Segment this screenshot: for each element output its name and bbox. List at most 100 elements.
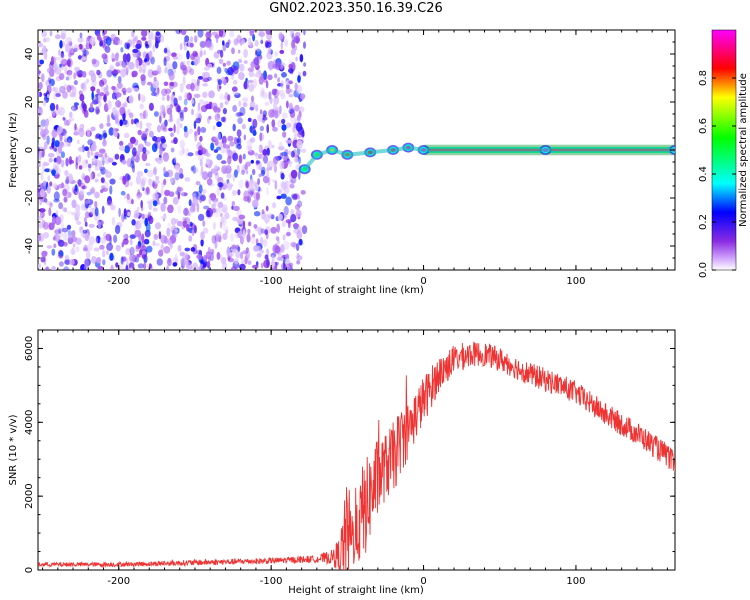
spectrogram-noise-blob: [64, 65, 68, 75]
spectrogram-noise-blob: [297, 226, 302, 232]
spectrogram-noise-blob: [216, 251, 221, 260]
spectrogram-noise-blob: [166, 50, 172, 57]
snr-x-axis-label: Height of straight line (km): [288, 585, 424, 596]
spectrogram-noise-blob: [132, 48, 139, 54]
spectrogram-noise-blob: [141, 233, 145, 243]
spectrogram-noise-blob: [145, 128, 149, 132]
spectrogram-noise-blob: [140, 245, 147, 252]
spectrogram-noise-blob: [80, 203, 87, 211]
spectrogram-noise-blob: [203, 128, 206, 133]
spectrogram-noise-blob: [164, 69, 167, 74]
spectrogram-noise-blob: [63, 232, 68, 241]
spectrogram-noise-blob: [286, 121, 290, 129]
spectrogram-noise-blob: [164, 88, 172, 94]
spectrogram-noise-blob: [183, 106, 188, 113]
spectrogram-noise-blob: [222, 204, 228, 213]
spectrogram-noise-blob: [281, 112, 288, 119]
spectrogram-noise-blob: [152, 207, 158, 212]
spectrogram-noise-blob: [113, 73, 117, 78]
spectrogram-noise-blob: [54, 229, 61, 235]
spectrogram-noise-blob: [201, 189, 207, 194]
spectrogram-noise-blob: [160, 215, 166, 220]
spectrogram-noise-blob: [177, 191, 180, 200]
spectrogram-noise-blob: [262, 110, 267, 117]
spectrogram-noise-blob: [286, 160, 293, 164]
spectrogram-noise-blob: [280, 62, 286, 68]
spectrogram-noise-blob: [71, 199, 77, 209]
spectrogram-noise-blob: [222, 233, 228, 240]
spectrogram-noise-blob: [231, 47, 235, 55]
spectrogram-noise-blob: [148, 50, 153, 59]
spectrogram-noise-blob: [160, 202, 166, 212]
spectrogram-noise-blob: [216, 231, 222, 237]
spectrogram-noise-blob: [178, 95, 183, 101]
spectrogram-noise-blob: [247, 180, 254, 191]
spectrogram-noise-blob: [237, 246, 241, 252]
spectrogram-noise-blob: [83, 244, 88, 251]
spectrogram-noise-blob: [222, 225, 229, 232]
spectrogram-noise-blob: [214, 240, 218, 249]
spectrogram-noise-blob: [271, 254, 275, 262]
spectrogram-noise-blob: [48, 78, 55, 87]
spectrogram-noise-blob: [227, 67, 234, 76]
spectrogram-noise-blob: [39, 211, 45, 218]
spectrogram-noise-blob: [232, 216, 239, 222]
figure-title: GN02.2023.350.16.39.C26: [269, 1, 443, 16]
spectrogram-noise-blob: [176, 117, 181, 126]
snr-x-tick-label: -200: [107, 576, 130, 587]
spectrogram-noise-blob: [62, 142, 69, 147]
spectrogram-noise-blob: [122, 53, 128, 63]
spectrogram-noise-blob: [212, 125, 216, 131]
spectrogram-noise-blob: [231, 86, 238, 92]
spectrogram-noise-blob: [238, 72, 245, 80]
spectrogram-noise-blob: [107, 114, 110, 124]
spectrogram-noise-blob: [269, 166, 273, 171]
spectrogram-noise-blob: [54, 140, 60, 148]
spectrogram-noise-blob: [47, 67, 53, 74]
spectrogram-noise-blob: [303, 30, 306, 36]
colorbar-gradient: [711, 29, 737, 271]
spectrogram-noise-blob: [231, 244, 237, 250]
spectrogram-noise-blob: [135, 43, 142, 50]
spectrogram-noise-blob: [45, 79, 51, 85]
spectrogram-noise-blob: [233, 169, 238, 178]
spectrogram-noise-blob: [91, 58, 97, 65]
spectrogram-noise-blob: [75, 105, 79, 110]
spectrogram-noise-blob: [249, 106, 254, 111]
spectrogram-noise-blob: [121, 213, 125, 223]
spectrogram-noise-blob: [186, 262, 193, 270]
spectrogram-noise-blob: [88, 236, 96, 245]
spectrogram-noise-blob: [152, 44, 156, 53]
spectrogram-noise-blob: [160, 136, 166, 141]
spectrogram-noise-blob: [294, 82, 298, 91]
spectrogram-noise-blob: [259, 125, 265, 132]
spectrogram-noise-blob: [288, 80, 293, 85]
spectrogram-noise-blob: [49, 202, 53, 208]
spectrogram-noise-blob: [57, 239, 65, 247]
spectrogram-noise-blob: [292, 243, 297, 249]
spectrogram-noise-blob: [294, 156, 299, 163]
spectrogram-noise-blob: [255, 70, 262, 78]
spectrogram-noise-blob: [255, 49, 258, 56]
spectrogram-noise-blob: [246, 80, 250, 84]
spectrogram-noise-blob: [207, 76, 212, 81]
spectrogram-noise-blob: [243, 60, 248, 64]
spectrogram-noise-blob: [76, 220, 82, 225]
spectrogram-noise-blob: [282, 234, 286, 241]
spectrogram-noise-blob: [197, 102, 201, 112]
spectrogram-noise-blob: [107, 157, 114, 163]
spectrogram-noise-blob: [101, 205, 105, 214]
spectrogram-noise-blob: [76, 155, 82, 165]
spectrogram-noise-blob: [142, 147, 147, 154]
spectrogram-noise-blob: [94, 134, 99, 140]
spectrogram-noise-blob: [87, 128, 91, 138]
spectrogram-noise-blob: [99, 244, 105, 250]
spectrogram-noise-blob: [215, 37, 219, 44]
spectrogram-noise-blob: [244, 164, 248, 170]
spectrogram-noise-blob: [49, 181, 53, 187]
spectrogram-noise-blob: [219, 102, 224, 109]
spectrogram-noise-blob: [165, 62, 172, 72]
spectrogram-noise-blob: [284, 38, 289, 47]
spectrogram-noise-blob: [208, 197, 212, 205]
